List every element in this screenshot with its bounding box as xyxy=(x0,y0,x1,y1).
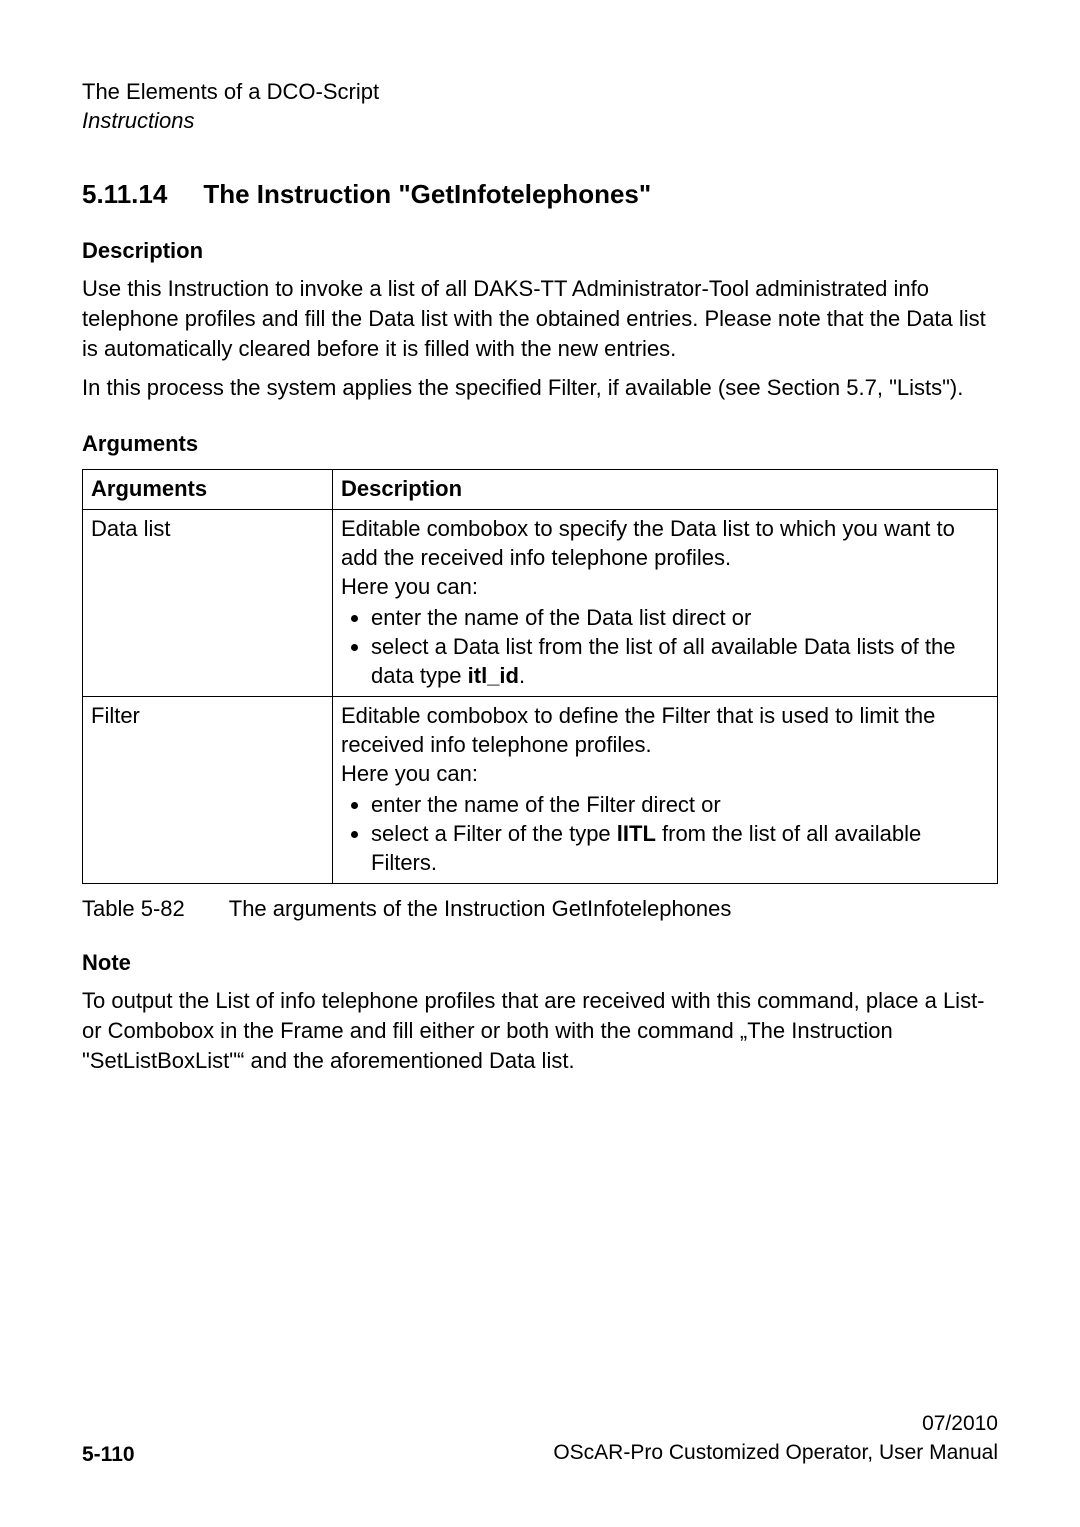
table-row: Filter Editable combobox to define the F… xyxy=(83,697,998,884)
description-p1: Use this Instruction to invoke a list of… xyxy=(82,274,998,363)
list-item-text: select a Filter of the type xyxy=(371,821,617,846)
cell-desc-intro: Editable combobox to specify the Data li… xyxy=(341,516,955,570)
note-heading: Note xyxy=(82,950,998,976)
note-paragraph: To output the List of info telephone pro… xyxy=(82,986,998,1075)
footer-manual: OScAR-Pro Customized Operator, User Manu… xyxy=(553,1441,998,1464)
list-item-bold: lITL xyxy=(617,821,656,846)
section-number: 5.11.14 xyxy=(82,179,167,210)
cell-desc-list: enter the name of the Data list direct o… xyxy=(341,603,989,690)
list-item-text: enter the name of the Data list direct o… xyxy=(371,605,751,630)
description-p2: In this process the system applies the s… xyxy=(82,373,998,403)
section-heading: 5.11.14 The Instruction "GetInfotelephone… xyxy=(82,179,998,210)
arguments-heading: Arguments xyxy=(82,431,998,457)
list-item-text: select a Data list from the list of all … xyxy=(371,634,955,688)
table-caption: Table 5-82 The arguments of the Instructi… xyxy=(82,896,998,922)
cell-desc-here: Here you can: xyxy=(341,761,478,786)
table-row: Data list Editable combobox to specify t… xyxy=(83,509,998,696)
table-caption-label: Table 5-82 xyxy=(82,896,185,922)
cell-desc: Editable combobox to define the Filter t… xyxy=(333,697,998,884)
page: The Elements of a DCO-Script Instruction… xyxy=(0,0,1080,1527)
list-item: enter the name of the Filter direct or xyxy=(371,790,989,819)
list-item-bold: itl_id xyxy=(468,663,519,688)
cell-arg: Filter xyxy=(83,697,333,884)
cell-desc-here: Here you can: xyxy=(341,574,478,599)
description-heading: Description xyxy=(82,238,998,264)
page-number: 5-110 xyxy=(82,1443,135,1467)
list-item-text: . xyxy=(519,663,525,688)
cell-arg: Data list xyxy=(83,509,333,696)
list-item: select a Filter of the type lITL from th… xyxy=(371,819,989,877)
arguments-table: Arguments Description Data list Editable… xyxy=(82,469,998,884)
cell-desc-list: enter the name of the Filter direct or s… xyxy=(341,790,989,877)
cell-desc-intro: Editable combobox to define the Filter t… xyxy=(341,703,935,757)
footer-date: 07/2010 xyxy=(922,1412,998,1435)
running-head-line2: Instructions xyxy=(82,107,998,136)
col-header-arguments: Arguments xyxy=(83,469,333,509)
table-header-row: Arguments Description xyxy=(83,469,998,509)
list-item: enter the name of the Data list direct o… xyxy=(371,603,989,632)
cell-desc: Editable combobox to specify the Data li… xyxy=(333,509,998,696)
list-item-text: enter the name of the Filter direct or xyxy=(371,792,721,817)
list-item: select a Data list from the list of all … xyxy=(371,632,989,690)
footer-right: 07/2010 OScAR-Pro Customized Operator, U… xyxy=(553,1410,998,1467)
section-title-text: The Instruction "GetInfotelephones" xyxy=(203,179,651,209)
col-header-description: Description xyxy=(333,469,998,509)
running-head-line1: The Elements of a DCO-Script xyxy=(82,78,998,107)
table-caption-text: The arguments of the Instruction GetInfo… xyxy=(229,896,732,921)
